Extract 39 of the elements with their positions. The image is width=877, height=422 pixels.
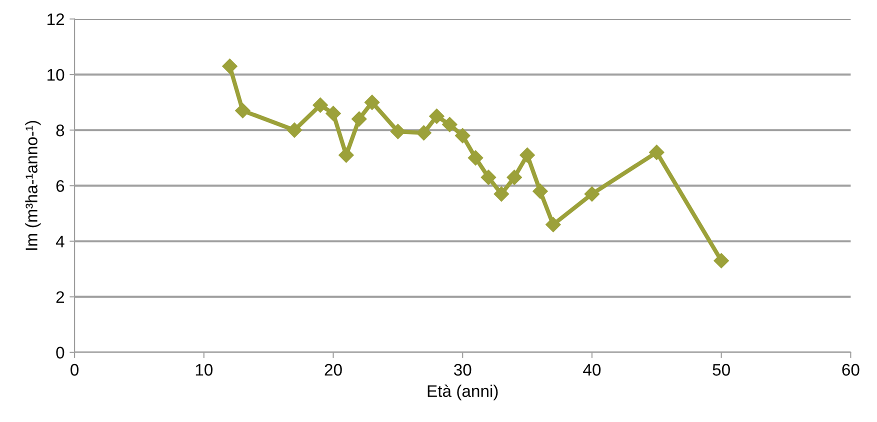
- point: [352, 111, 367, 127]
- point: [312, 98, 328, 113]
- point: [222, 58, 238, 74]
- y-tick-label: 4: [56, 236, 64, 248]
- point: [532, 184, 548, 199]
- x-tick-label: 10: [196, 364, 213, 376]
- x-tick-label: 50: [712, 364, 730, 376]
- point: [338, 148, 354, 163]
- y-tick-label: 10: [48, 68, 64, 81]
- point: [584, 186, 600, 202]
- point: [520, 148, 535, 163]
- point: [480, 170, 496, 185]
- point: [286, 122, 302, 138]
- y-axis-title: Im (m³ha-¹anno-¹): [25, 120, 41, 250]
- point: [235, 103, 250, 118]
- point: [468, 150, 484, 166]
- point: [390, 124, 406, 140]
- point: [494, 186, 509, 202]
- x-axis-title: Età (anni): [428, 384, 498, 400]
- point: [714, 253, 729, 268]
- x-tick-label: 0: [70, 364, 79, 376]
- x-tick-label: 60: [842, 364, 860, 376]
- point: [429, 108, 444, 124]
- x-tick-label: 30: [454, 364, 472, 376]
- y-tick-label: 12: [48, 13, 64, 26]
- point: [416, 125, 432, 140]
- x-tick-label: 20: [324, 364, 342, 376]
- point: [546, 217, 561, 232]
- point: [364, 94, 380, 110]
- y-tick-label: 8: [56, 124, 64, 136]
- point: [442, 116, 458, 132]
- y-tick-label: 6: [56, 180, 64, 192]
- y-tick-label: 0: [56, 346, 64, 359]
- point: [326, 106, 341, 122]
- point: [506, 170, 522, 185]
- y-tick-label: 2: [56, 291, 64, 303]
- x-tick-label: 40: [583, 364, 601, 376]
- point: [455, 128, 470, 144]
- point: [649, 144, 664, 160]
